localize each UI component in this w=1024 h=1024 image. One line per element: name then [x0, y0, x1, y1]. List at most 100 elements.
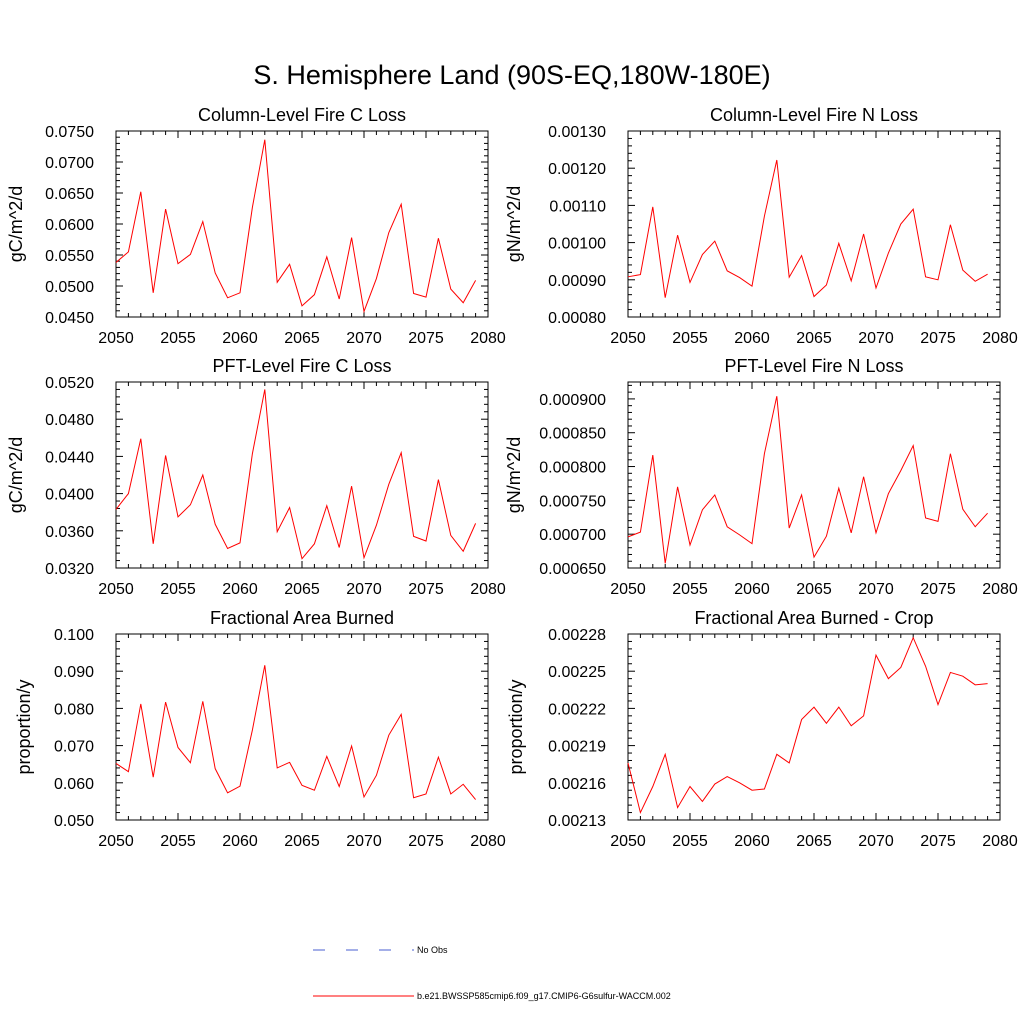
x-tick-label: 2050 — [610, 833, 646, 850]
y-tick-label: 0.000800 — [539, 460, 606, 477]
legend-model-label: b.e21.BWSSP585cmip6.f09_g17.CMIP6-G6sulf… — [417, 991, 671, 1001]
x-tick-label: 2070 — [346, 330, 382, 347]
chart-panel: Fractional Area Burned - Crop proportion/… — [506, 608, 1018, 850]
series-line — [627, 636, 988, 815]
plot-frame — [115, 633, 489, 821]
x-tick-label: 2070 — [346, 833, 382, 850]
x-tick-label: 2070 — [858, 581, 894, 598]
y-tick-label: 0.00225 — [548, 664, 606, 681]
x-tick-label: 2055 — [160, 581, 196, 598]
x-tick-label: 2075 — [920, 330, 956, 347]
x-tick-label: 2080 — [470, 833, 506, 850]
y-tick-label: 0.080 — [54, 701, 94, 718]
y-tick-label: 0.050 — [54, 813, 94, 830]
y-tick-label: 0.060 — [54, 776, 94, 793]
legend-obs-label: No Obs — [417, 945, 448, 955]
chart-panel: Column-Level Fire N Loss gN/m^2/d 2050 2055… — [504, 105, 1018, 347]
y-tick-label: 0.000900 — [539, 392, 606, 409]
panel-title: PFT-Level Fire N Loss — [724, 356, 903, 376]
series-line — [115, 665, 476, 800]
plot-frame — [115, 130, 489, 318]
x-tick-label: 2055 — [672, 330, 708, 347]
x-tick-label: 2075 — [920, 581, 956, 598]
x-tick-label: 2065 — [284, 833, 320, 850]
panel-title: PFT-Level Fire C Loss — [212, 356, 391, 376]
x-tick-label: 2075 — [408, 581, 444, 598]
x-tick-label: 2055 — [160, 330, 196, 347]
y-tick-label: 0.00100 — [548, 236, 606, 253]
panels-group: Column-Level Fire C Loss gC/m^2/d 2050 2055… — [6, 105, 1018, 850]
series-line — [627, 396, 988, 564]
panel-title: Fractional Area Burned - Crop — [694, 608, 933, 628]
y-tick-label: 0.0600 — [45, 217, 94, 234]
plot-frame — [115, 381, 489, 569]
y-tick-label: 0.0400 — [45, 487, 94, 504]
y-tick-label: 0.0650 — [45, 186, 94, 203]
x-tick-label: 2080 — [470, 330, 506, 347]
x-tick-label: 2055 — [160, 833, 196, 850]
main-title: S. Hemisphere Land (90S-EQ,180W-180E) — [253, 60, 770, 90]
x-tick-label: 2065 — [796, 581, 832, 598]
x-tick-label: 2070 — [858, 833, 894, 850]
panel-title: Column-Level Fire N Loss — [710, 105, 918, 125]
series-line — [115, 139, 477, 314]
plot-frame — [627, 381, 1001, 569]
y-tick-label: 0.00228 — [548, 627, 606, 644]
y-tick-label: 0.070 — [54, 739, 94, 756]
y-tick-label: 0.100 — [54, 627, 94, 644]
y-tick-label: 0.090 — [54, 664, 94, 681]
x-tick-label: 2050 — [98, 330, 134, 347]
x-tick-label: 2065 — [796, 833, 832, 850]
y-tick-label: 0.000700 — [539, 527, 606, 544]
y-tick-label: 0.00222 — [548, 701, 606, 718]
chart-panel: PFT-Level Fire C Loss gC/m^2/d 2050 2055 206… — [6, 356, 506, 598]
y-tick-label: 0.0480 — [45, 412, 94, 429]
plot-frame — [627, 130, 1001, 318]
y-axis-label: proportion/y — [14, 679, 34, 774]
chart-panel: Column-Level Fire C Loss gC/m^2/d 2050 2055… — [6, 105, 506, 347]
x-tick-label: 2050 — [98, 581, 134, 598]
x-tick-label: 2065 — [796, 330, 832, 347]
plot-frame — [627, 633, 1001, 821]
y-axis-label: proportion/y — [506, 679, 526, 774]
y-tick-label: 0.0320 — [45, 561, 94, 578]
y-tick-label: 0.0500 — [45, 279, 94, 296]
x-tick-label: 2075 — [408, 330, 444, 347]
x-tick-label: 2080 — [982, 833, 1018, 850]
x-tick-label: 2065 — [284, 581, 320, 598]
y-axis-label: gN/m^2/d — [504, 186, 524, 262]
x-tick-label: 2060 — [734, 581, 770, 598]
y-tick-label: 0.00080 — [548, 310, 606, 327]
x-tick-label: 2070 — [346, 581, 382, 598]
x-tick-label: 2060 — [222, 833, 258, 850]
y-tick-label: 0.0550 — [45, 248, 94, 265]
y-tick-label: 0.0450 — [45, 310, 94, 327]
x-tick-label: 2075 — [920, 833, 956, 850]
y-tick-label: 0.00213 — [548, 813, 606, 830]
x-tick-label: 2060 — [734, 330, 770, 347]
x-tick-label: 2060 — [222, 330, 258, 347]
x-tick-label: 2070 — [858, 330, 894, 347]
y-axis-label: gN/m^2/d — [504, 437, 524, 513]
x-tick-label: 2060 — [734, 833, 770, 850]
x-tick-label: 2075 — [408, 833, 444, 850]
x-tick-label: 2080 — [982, 581, 1018, 598]
y-axis-label: gC/m^2/d — [6, 186, 26, 262]
y-tick-label: 0.0360 — [45, 524, 94, 541]
legend: No Obs b.e21.BWSSP585cmip6.f09_g17.CMIP6… — [313, 945, 671, 1001]
x-tick-label: 2080 — [982, 330, 1018, 347]
x-tick-label: 2080 — [470, 581, 506, 598]
chart-panel: PFT-Level Fire N Loss gN/m^2/d 2050 2055 206… — [504, 356, 1018, 598]
panel-title: Column-Level Fire C Loss — [198, 105, 406, 125]
x-tick-label: 2050 — [610, 330, 646, 347]
x-tick-label: 2065 — [284, 330, 320, 347]
x-tick-label: 2050 — [610, 581, 646, 598]
y-tick-label: 0.0440 — [45, 449, 94, 466]
y-tick-label: 0.00110 — [549, 198, 606, 215]
x-tick-label: 2060 — [222, 581, 258, 598]
panel-title: Fractional Area Burned — [210, 608, 394, 628]
series-line — [627, 159, 988, 298]
x-tick-label: 2055 — [672, 581, 708, 598]
y-tick-label: 0.00219 — [548, 739, 606, 756]
